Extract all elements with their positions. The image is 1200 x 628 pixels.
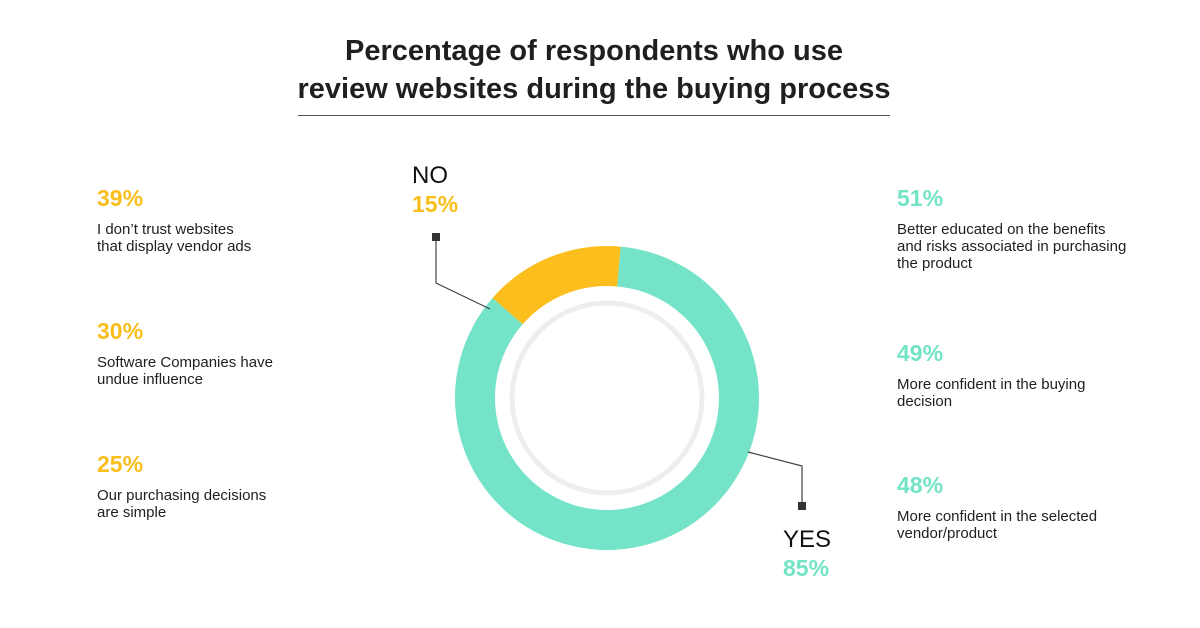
right-reason-2-label-line-1: More confident in the buying [897, 376, 1086, 393]
right-reason-1-label-line-3: the product [897, 255, 973, 272]
left-reason-2-label: Software Companies have undue influence [97, 354, 387, 388]
no-callout-value: 15% [412, 191, 459, 217]
yes-leader-marker [798, 502, 806, 510]
right-reason-3-label-line-2: vendor/product [897, 525, 998, 542]
right-reason-2-percent: 49% [897, 340, 944, 366]
right-reason-3-label: More confident in the selected vendor/pr… [897, 508, 1187, 542]
left-reason-3: 25% Our purchasing decisions are simple [97, 451, 387, 521]
yes-callout: YES 85% [783, 526, 831, 582]
left-reason-3-label-line-2: are simple [97, 504, 167, 521]
no-leader-marker [432, 233, 440, 241]
yes-callout-value: 85% [783, 555, 830, 581]
chart-title: Percentage of respondents who use review… [0, 32, 1188, 108]
right-reason-3-label-line-1: More confident in the selected [897, 508, 1098, 525]
chart-title-line-1: Percentage of respondents who use [345, 35, 843, 67]
donut-slice-no [492, 246, 621, 325]
right-reason-1-label-line-1: Better educated on the benefits [897, 221, 1106, 238]
right-reason-2-label: More confident in the buying decision [897, 376, 1187, 410]
right-reason-3-percent: 48% [897, 472, 944, 498]
right-reason-1-percent: 51% [897, 185, 944, 211]
left-reason-3-percent: 25% [97, 451, 144, 477]
right-reason-2-label-line-2: decision [897, 393, 953, 410]
left-reason-1-label-line-1: I don’t trust websites [97, 221, 234, 238]
right-reason-2: 49% More confident in the buying decisio… [897, 340, 1187, 410]
donut-inner-ring [509, 300, 705, 496]
yes-callout-label: YES [783, 526, 832, 553]
right-reason-1: 51% Better educated on the benefits and … [897, 185, 1187, 272]
left-reason-2-percent: 30% [97, 318, 144, 344]
no-leader-line [435, 237, 491, 310]
left-reason-1-label-line-2: that display vendor ads [97, 238, 252, 255]
left-reason-3-label-line-1: Our purchasing decisions [97, 487, 267, 504]
left-reason-1: 39% I don’t trust websites that display … [97, 185, 387, 255]
yes-leader-line [747, 451, 803, 506]
right-reason-1-label: Better educated on the benefits and risk… [897, 221, 1187, 272]
right-reason-3: 48% More confident in the selected vendo… [897, 472, 1187, 542]
no-callout-label: NO [412, 162, 448, 189]
left-reason-1-label: I don’t trust websites that display vend… [97, 221, 387, 255]
left-reason-2: 30% Software Companies have undue influe… [97, 318, 387, 388]
left-reason-2-label-line-2: undue influence [97, 371, 203, 388]
left-reason-3-label: Our purchasing decisions are simple [97, 487, 387, 521]
chart-title-line-2: review websites during the buying proces… [297, 73, 891, 105]
left-reason-1-percent: 39% [97, 185, 144, 211]
left-reason-2-label-line-1: Software Companies have [97, 354, 273, 371]
right-reason-1-label-line-2: and risks associated in purchasing [897, 238, 1127, 255]
title-divider [298, 115, 890, 116]
no-callout: NO 15% [412, 162, 458, 218]
